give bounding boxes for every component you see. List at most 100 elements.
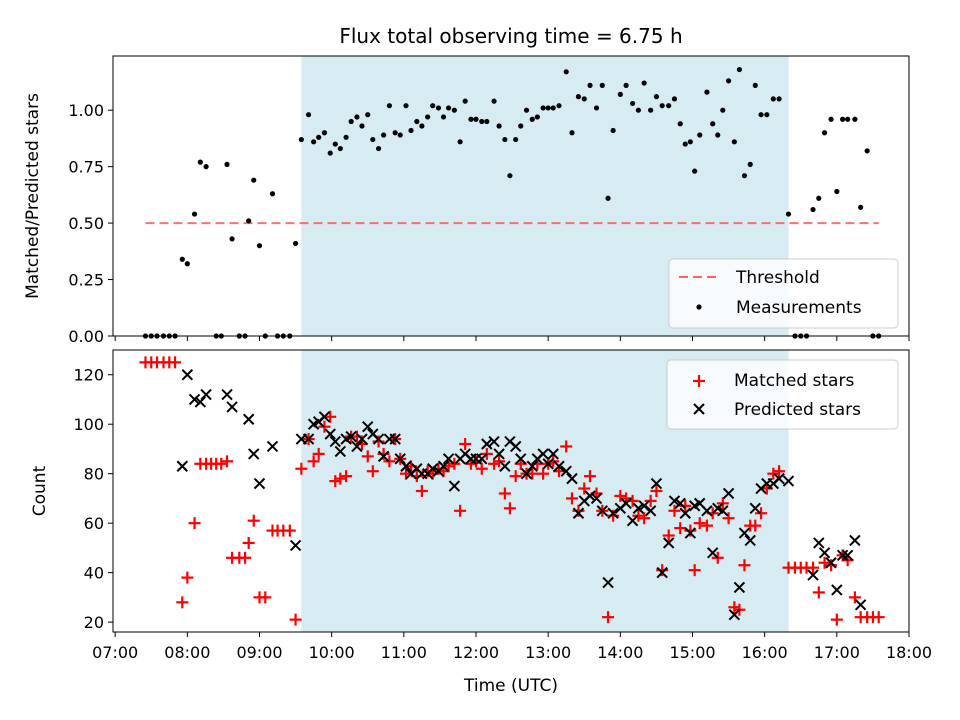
measurement-point: [451, 107, 457, 113]
measurement-point: [550, 105, 556, 111]
predicted-point: [181, 369, 194, 381]
measurement-point: [292, 240, 299, 247]
measurement-point: [785, 211, 792, 217]
measurement-point: [563, 69, 569, 75]
measurement-point: [587, 82, 593, 88]
measurement-point: [468, 116, 474, 122]
predicted-point: [717, 505, 729, 517]
predicted-point: [749, 502, 761, 515]
predicted-point: [668, 495, 681, 507]
matched-point: [773, 465, 786, 478]
measurement-point: [752, 82, 758, 88]
measurement-point: [246, 218, 252, 224]
measurement-point: [556, 103, 562, 109]
x-axis-label: Time (UTC): [463, 676, 558, 696]
matched-point: [812, 586, 825, 599]
predicted-point: [560, 465, 572, 477]
measurement-point: [392, 130, 398, 136]
top-legend: Threshold Measurements: [668, 258, 899, 329]
measurement-point: [414, 118, 420, 125]
measurement-point: [671, 96, 678, 102]
measurement-point: [430, 103, 436, 109]
x-tick-label: 07:00: [92, 643, 138, 662]
matched-point: [644, 494, 657, 507]
matched-point: [188, 517, 201, 530]
matched-point: [526, 467, 539, 480]
measurement-point: [575, 94, 582, 100]
predicted-stars-series: [176, 369, 867, 621]
measurement-point: [365, 112, 371, 118]
predicted-point: [493, 448, 505, 460]
measurement-point: [256, 243, 263, 249]
measurement-point: [316, 134, 322, 140]
matched-point: [614, 489, 627, 502]
predicted-point: [813, 537, 825, 549]
measurement-point: [523, 107, 530, 113]
matched-point: [350, 430, 363, 443]
top-y-tick-label: 0.25: [68, 271, 104, 290]
predicted-point: [706, 547, 719, 559]
bottom-legend-box: [666, 359, 899, 430]
legend-matched-label: Matched stars: [734, 371, 854, 391]
predicted-point: [437, 460, 450, 472]
predicted-point: [728, 608, 741, 621]
matched-point: [578, 482, 591, 495]
matched-point: [722, 512, 735, 525]
predicted-point: [242, 413, 255, 425]
predicted-point: [674, 497, 686, 510]
measurement-point: [641, 80, 647, 86]
predicted-point: [515, 453, 527, 465]
predicted-point: [200, 388, 212, 401]
measurement-point: [381, 132, 387, 138]
predicted-point: [442, 453, 455, 465]
bottom-y-tick-label: 20: [84, 613, 104, 632]
matched-point: [668, 504, 681, 517]
matched-point: [361, 450, 374, 463]
measurement-point: [834, 188, 840, 195]
predicted-point: [818, 547, 831, 559]
measurement-point: [435, 105, 442, 111]
measurement-point: [858, 204, 864, 210]
bottom-y-tick-label: 80: [84, 465, 104, 484]
predicted-point: [221, 388, 233, 401]
predicted-point: [807, 569, 819, 581]
matched-point: [475, 462, 488, 475]
predicted-point: [226, 401, 238, 413]
predicted-point: [356, 433, 368, 445]
measurement-point: [370, 136, 376, 143]
measurement-point: [179, 256, 185, 262]
measurement-point: [445, 105, 452, 111]
measurement-point: [484, 118, 490, 125]
matched-point: [830, 613, 843, 626]
predicted-point: [722, 487, 735, 500]
measurement-point: [311, 139, 317, 145]
matched-point: [312, 447, 325, 460]
measurement-point: [864, 148, 870, 154]
x-tick-label: 18:00: [886, 643, 932, 662]
bottom-y-axis-label: Count: [30, 465, 50, 516]
predicted-point: [825, 557, 837, 569]
matched-point: [459, 438, 472, 450]
measurement-point: [203, 164, 209, 170]
measurement-point: [617, 91, 623, 97]
matched-point: [560, 440, 573, 453]
predicted-point: [644, 505, 657, 517]
predicted-point: [553, 460, 565, 472]
predicted-point: [650, 477, 663, 490]
top-panel: 0.00 0.25 0.50 0.75 1.00 Matched/Predicted s…: [23, 55, 910, 346]
measurement-point: [731, 139, 737, 145]
measurement-point: [770, 96, 776, 102]
predicted-point: [520, 467, 533, 480]
measurement-point: [677, 121, 683, 127]
predicted-point: [542, 458, 554, 470]
matched-point: [372, 435, 385, 448]
matched-point: [377, 447, 390, 460]
matched-point: [239, 551, 252, 564]
measurement-point: [184, 261, 190, 267]
legend-matched-swatch: [693, 375, 705, 387]
matched-point: [242, 536, 255, 549]
matched-point: [221, 455, 234, 468]
predicted-point: [351, 440, 363, 453]
matched-point: [749, 519, 762, 532]
matched-point: [547, 455, 560, 468]
